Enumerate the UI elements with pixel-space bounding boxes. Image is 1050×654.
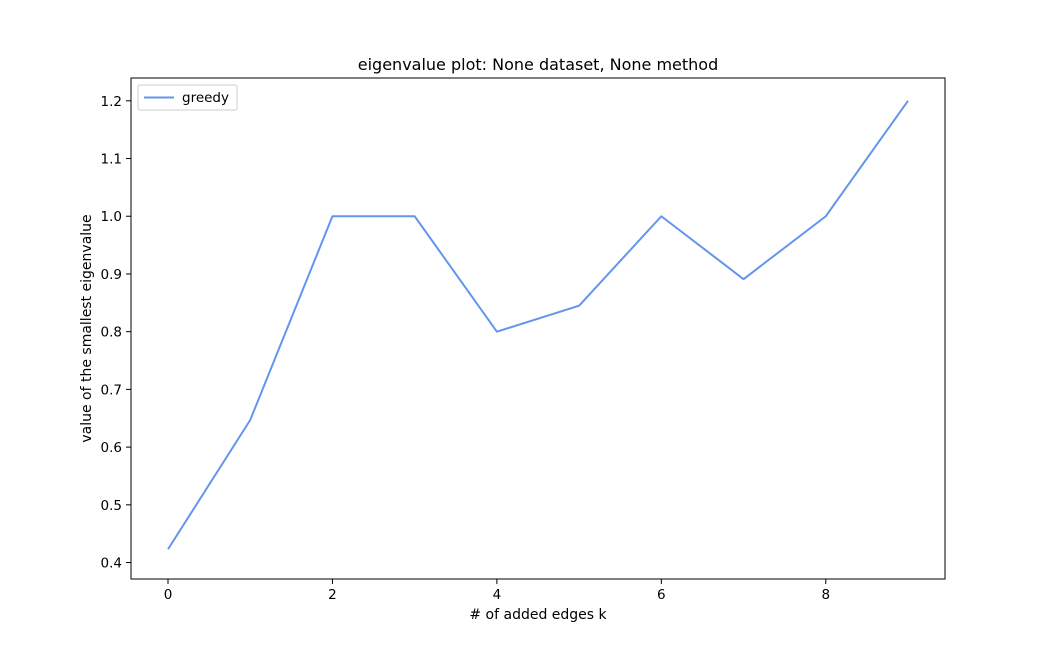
legend: greedy (137, 84, 238, 111)
y-tick-label: 0.6 (101, 440, 122, 456)
legend-box (137, 84, 238, 111)
y-axis-label: value of the smallest eigenvalue (79, 214, 95, 442)
legend-label-greedy: greedy (182, 90, 229, 106)
x-axis-ticks: 0 2 4 6 8 (164, 579, 830, 603)
y-tick-label: 0.4 (101, 556, 122, 572)
axes-frame (130, 77, 946, 580)
x-tick-label: 4 (493, 587, 502, 603)
y-tick-label: 1.2 (101, 94, 122, 110)
plot-area: 0 2 4 6 8 0.4 0.5 0.6 0.7 0.8 0.9 1.0 1.1 1.2 (101, 77, 946, 603)
y-tick-label: 0.9 (101, 267, 122, 283)
series-line-greedy (167, 100, 909, 550)
x-tick-label: 2 (328, 587, 337, 603)
x-tick-label: 8 (821, 587, 830, 603)
y-tick-label: 0.7 (101, 382, 122, 398)
y-tick-label: 1.0 (101, 209, 122, 225)
y-tick-label: 1.1 (101, 152, 122, 168)
chart-title: eigenvalue plot: None dataset, None meth… (358, 55, 718, 74)
y-tick-label: 0.5 (101, 498, 122, 514)
y-tick-label: 0.8 (101, 325, 122, 341)
series-layer (167, 100, 909, 550)
y-axis-ticks: 0.4 0.5 0.6 0.7 0.8 0.9 1.0 1.1 1.2 (101, 94, 131, 572)
x-axis-label: # of added edges k (469, 607, 607, 623)
x-tick-label: 0 (164, 587, 173, 603)
x-tick-label: 6 (657, 587, 666, 603)
